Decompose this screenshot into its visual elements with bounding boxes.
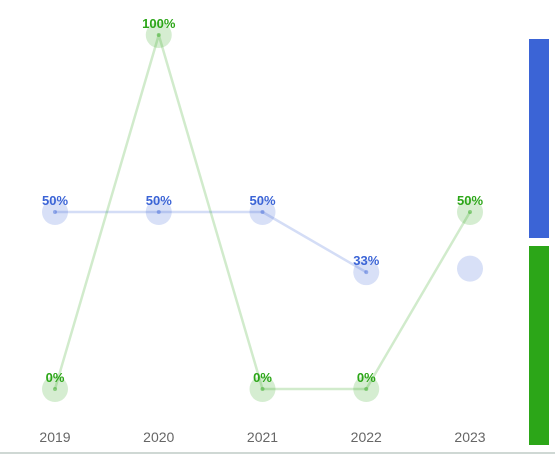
point-dot-green-2019 xyxy=(53,387,57,391)
data-label-blue-2019: 50% xyxy=(42,193,68,208)
data-label-green-2022: 0% xyxy=(357,370,376,385)
data-label-green-2021: 0% xyxy=(253,370,272,385)
legend-bars xyxy=(529,39,549,445)
legend-bar-green xyxy=(529,246,549,445)
x-tick-label-2022: 2022 xyxy=(351,429,382,445)
point-dot-green-2022 xyxy=(364,387,369,391)
point-dot-blue-2020 xyxy=(156,210,161,214)
point-marker-green-2023 xyxy=(457,199,483,225)
data-label-blue-2022: 33% xyxy=(353,253,379,268)
x-tick-label-2021: 2021 xyxy=(247,429,278,445)
x-axis: 2019 2020 2021 2022 2023 xyxy=(0,429,555,454)
point-marker-blue-2023 xyxy=(457,255,483,282)
point-marker-blue-2020 xyxy=(145,199,172,225)
point-dot-blue-2019 xyxy=(53,210,57,214)
series-line-green xyxy=(53,33,472,391)
point-dot-green-2021 xyxy=(260,387,265,391)
data-label-blue-2020: 50% xyxy=(146,193,172,208)
point-dot-green-2023 xyxy=(468,210,472,214)
x-tick-label-2020: 2020 xyxy=(143,429,174,445)
data-labels: 50% 50% 50% 33% 0% 100% 0% 0% 50% xyxy=(42,16,483,385)
point-marker-blue-2022 xyxy=(353,259,380,286)
x-tick-label-2023: 2023 xyxy=(454,429,485,445)
point-dot-green-2020 xyxy=(156,33,161,37)
point-marker-blue-2019 xyxy=(42,199,68,225)
point-dot-blue-2022 xyxy=(364,270,369,275)
series-markers xyxy=(42,22,483,402)
x-tick-label-2019: 2019 xyxy=(39,429,70,445)
data-label-blue-2021: 50% xyxy=(249,193,275,208)
point-marker-green-2019 xyxy=(42,376,68,402)
point-dot-blue-2021 xyxy=(260,210,265,214)
point-marker-green-2021 xyxy=(249,376,276,402)
data-label-green-2020: 100% xyxy=(142,16,176,31)
point-marker-green-2022 xyxy=(353,376,380,402)
legend-bar-blue xyxy=(529,39,549,238)
data-label-green-2019: 0% xyxy=(46,370,65,385)
point-marker-green-2020 xyxy=(145,22,172,48)
data-label-green-2023: 50% xyxy=(457,193,483,208)
series-lines xyxy=(53,33,472,391)
point-marker-blue-2021 xyxy=(249,199,276,225)
series-line-blue xyxy=(55,210,367,274)
